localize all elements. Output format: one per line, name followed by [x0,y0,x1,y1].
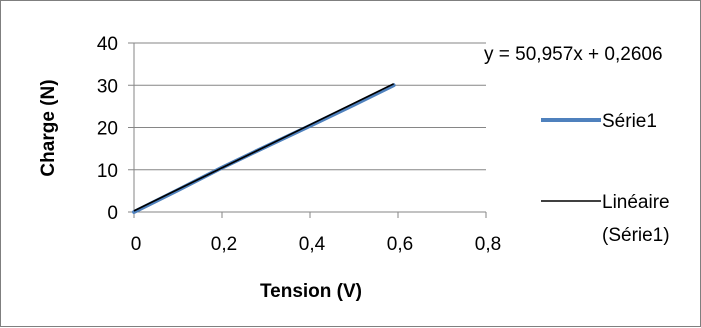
legend-label-series1: Série1 [602,111,657,132]
series-lines [132,83,396,214]
x-tick-label: 0,6 [387,234,413,255]
trendline-equation: y = 50,957x + 0,2606 [484,44,663,65]
legend-label-trendline-line2: (Série1) [602,225,670,246]
series-line-series1 [132,83,396,214]
y-tick-label: 30 [97,76,118,97]
x-tick-label: 0,4 [299,234,326,255]
gridlines [134,42,486,171]
legend: Série1 Linéaire (Série1) [541,111,670,246]
y-tick-label: 40 [97,34,118,55]
y-tick-labels: 0 10 20 30 40 [97,34,118,224]
x-tick-label: 0,2 [211,234,237,255]
trendline [133,83,394,212]
y-tick-label: 0 [107,203,118,224]
y-tick-label: 20 [97,119,118,140]
x-tick-label: 0 [131,234,142,255]
x-tick-labels: 0 0,2 0,4 0,6 0,8 [131,234,502,255]
legend-label-trendline-line1: Linéaire [602,192,670,213]
y-tick-label: 10 [97,161,118,182]
y-axis-title: Charge (N) [38,79,59,176]
x-tick-label: 0,8 [475,234,501,255]
x-axis-title: Tension (V) [260,281,362,302]
axes [128,42,487,218]
